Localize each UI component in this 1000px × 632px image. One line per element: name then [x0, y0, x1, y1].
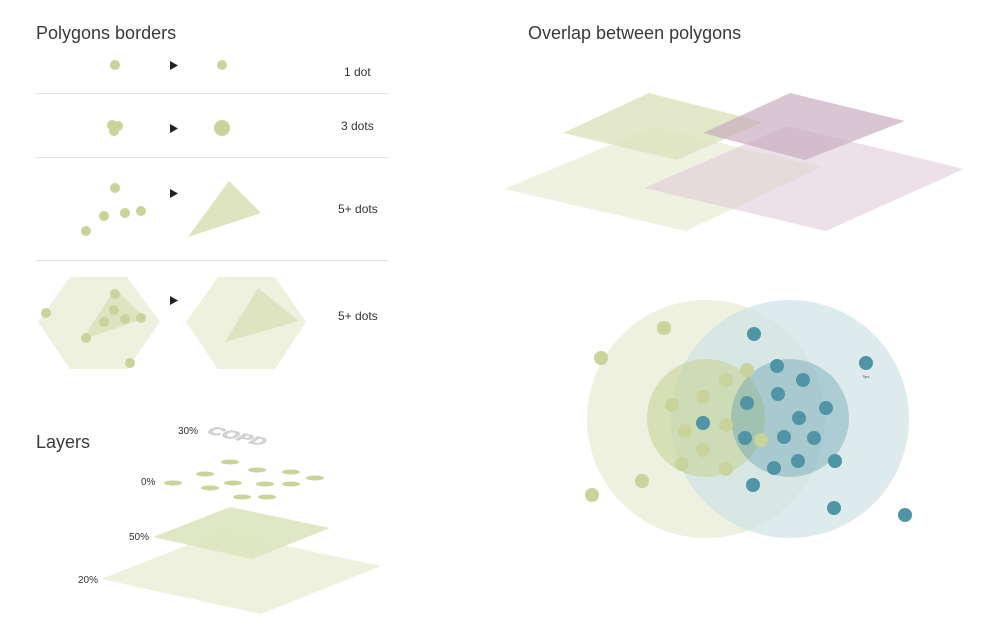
green-dot — [585, 488, 599, 502]
green-dot — [110, 289, 120, 299]
middle-layer-plane — [153, 507, 330, 559]
green-dot — [657, 321, 671, 335]
dots-layer — [164, 459, 324, 500]
teal-large-circle — [671, 300, 909, 538]
layer-pct-bottom: 20% — [78, 575, 99, 586]
flat-dot — [233, 494, 251, 500]
green-dot — [719, 373, 733, 387]
teal-dot — [796, 373, 810, 387]
row-label-5-dots: 5+ dots — [338, 202, 378, 216]
green-dot — [675, 457, 689, 471]
row-label-5-dots-hull: 5+ dots — [338, 309, 378, 323]
teal-dot — [767, 461, 781, 475]
green-dot — [635, 474, 649, 488]
green-dot — [125, 358, 135, 368]
green-dot — [81, 226, 91, 236]
green-dot — [665, 398, 679, 412]
green-dot — [109, 126, 119, 136]
flat-dot — [282, 469, 300, 475]
overlap-planes — [504, 93, 964, 231]
teal-dot — [746, 478, 760, 492]
teal-dot — [791, 454, 805, 468]
green-dot — [696, 443, 710, 457]
green-dot — [719, 418, 733, 432]
green-dot — [136, 206, 146, 216]
green-dot — [754, 433, 768, 447]
green-dot — [99, 211, 109, 221]
flat-dot — [221, 459, 239, 465]
green-dot — [99, 317, 109, 327]
green-dot — [594, 351, 608, 365]
teal-dot — [859, 356, 873, 370]
green-dot — [120, 208, 130, 218]
overlap-title: Overlap between polygons — [528, 23, 742, 43]
row-1-dot — [110, 60, 227, 70]
layer-pct-dots: 0% — [141, 477, 156, 488]
green-small-plane — [563, 93, 763, 160]
row-label-1-dot: 1 dot — [344, 65, 371, 79]
row-divider — [36, 93, 388, 94]
flat-dot — [201, 485, 219, 491]
inner-triangle — [225, 288, 299, 342]
row-divider — [36, 260, 388, 261]
green-dot — [719, 462, 733, 476]
arrow-icon — [170, 296, 178, 305]
flat-dot — [256, 481, 274, 487]
row-divider — [36, 157, 388, 158]
teal-dot — [740, 396, 754, 410]
flat-dot — [224, 480, 242, 486]
flat-dot — [164, 480, 182, 486]
arrow-icon — [170, 189, 178, 198]
teal-dot — [696, 416, 710, 430]
arrow-icon — [170, 124, 178, 133]
teal-dot — [738, 431, 752, 445]
teal-small-circle — [731, 359, 849, 477]
polygons-borders-title: Polygons borders — [36, 23, 177, 43]
green-dot — [217, 60, 227, 70]
layer-pct-copd: 30% — [178, 426, 199, 437]
green-dot — [136, 313, 146, 323]
teal-dot — [771, 387, 785, 401]
green-dot — [120, 314, 130, 324]
green-dot — [81, 333, 91, 343]
green-dot — [696, 390, 710, 404]
flat-dot — [196, 471, 214, 477]
purple-large-plane — [644, 126, 964, 231]
venn-diagram: Tips — [585, 300, 912, 538]
row-label-3-dots: 3 dots — [341, 119, 374, 133]
layers-diagram: COPD — [101, 423, 381, 614]
green-dot — [110, 183, 120, 193]
flat-dot — [306, 475, 324, 481]
merged-dot — [214, 120, 230, 136]
teal-dot — [898, 508, 912, 522]
teal-dot — [792, 411, 806, 425]
layer-pct-mid: 50% — [129, 532, 150, 543]
copd-label: COPD — [204, 424, 271, 449]
row-5-dots — [81, 181, 261, 237]
teal-dot — [747, 327, 761, 341]
flat-dot — [258, 494, 276, 500]
row-3-dots — [107, 120, 230, 136]
flat-dot — [248, 467, 266, 473]
green-dot — [41, 308, 51, 318]
green-dot — [678, 424, 692, 438]
purple-small-plane — [703, 93, 905, 160]
green-dot — [110, 60, 120, 70]
tiny-dot-label: Tips — [862, 374, 869, 379]
layers-title: Layers — [36, 432, 91, 452]
teal-dot — [819, 401, 833, 415]
arrow-icon — [170, 61, 178, 70]
flat-dot — [282, 481, 300, 487]
row-5-dots-hull — [38, 277, 306, 369]
triangle-polygon — [188, 181, 261, 237]
teal-dot — [777, 430, 791, 444]
green-dot — [109, 305, 119, 315]
bottom-layer-plane — [101, 532, 381, 614]
teal-dot — [827, 501, 841, 515]
teal-dot — [770, 359, 784, 373]
green-dot — [740, 363, 754, 377]
teal-dot — [828, 454, 842, 468]
teal-dot — [807, 431, 821, 445]
